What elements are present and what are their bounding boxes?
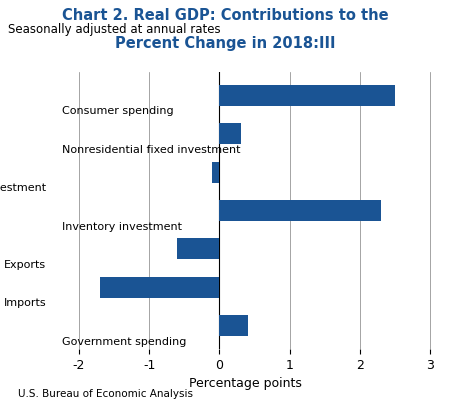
Bar — [100, 277, 220, 298]
Bar — [212, 162, 220, 183]
Bar — [220, 85, 395, 106]
Text: Percent Change in 2018:III: Percent Change in 2018:III — [115, 36, 336, 51]
Bar — [220, 315, 248, 336]
X-axis label: Percentage points: Percentage points — [189, 377, 302, 390]
Text: Exports: Exports — [5, 260, 46, 270]
Text: Nonresidential fixed investment: Nonresidential fixed investment — [62, 145, 240, 155]
Bar — [220, 200, 381, 221]
Text: U.S. Bureau of Economic Analysis: U.S. Bureau of Economic Analysis — [18, 389, 193, 399]
Bar — [177, 238, 220, 259]
Bar — [220, 123, 240, 144]
Text: Inventory investment: Inventory investment — [62, 222, 182, 232]
Text: Imports: Imports — [4, 298, 46, 308]
Text: Residential fixed investment: Residential fixed investment — [0, 183, 46, 193]
Text: Consumer spending: Consumer spending — [62, 106, 174, 116]
Text: Seasonally adjusted at annual rates: Seasonally adjusted at annual rates — [8, 23, 221, 36]
Text: Chart 2. Real GDP: Contributions to the: Chart 2. Real GDP: Contributions to the — [62, 8, 389, 23]
Text: Government spending: Government spending — [62, 337, 186, 347]
